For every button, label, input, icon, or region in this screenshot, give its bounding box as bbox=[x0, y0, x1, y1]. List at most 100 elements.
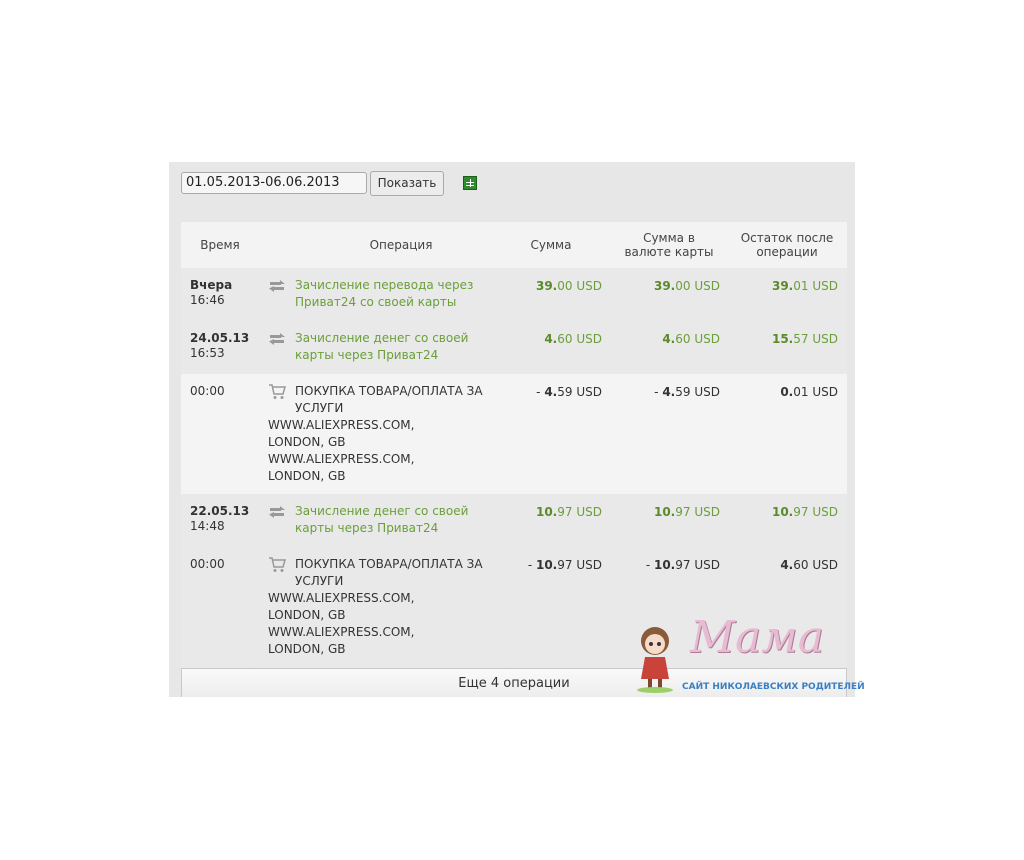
column-operation: Операция bbox=[369, 238, 433, 252]
time-cell: 00:00 bbox=[190, 557, 225, 572]
table-header: Время Операция Сумма Сумма в валюте карт… bbox=[181, 222, 847, 268]
table-row[interactable]: Вчера 16:46 Зачисление перевода через Прив… bbox=[181, 268, 847, 321]
balance-cell: 15.57 USD bbox=[772, 331, 838, 348]
amount-sign: - bbox=[645, 558, 654, 572]
operation-cell: Зачисление денег со своей карты через Пр… bbox=[268, 330, 488, 364]
amount-fraction: 97 bbox=[557, 558, 573, 572]
table-row[interactable]: 22.05.13 14:48 Зачисление денег со своей к… bbox=[181, 494, 847, 547]
table-row[interactable]: 00:00 ПОКУПКА ТОВАРА/ОПЛАТА ЗА УСЛУГИ WWW.… bbox=[181, 547, 847, 668]
amount-fraction: 60 bbox=[793, 558, 809, 572]
amount-integer: 4. bbox=[662, 332, 676, 346]
watermark-script: Мама bbox=[690, 612, 824, 663]
amount-integer: 4. bbox=[544, 332, 558, 346]
girl-illustration bbox=[637, 627, 673, 693]
time-label: 00:00 bbox=[190, 384, 225, 398]
card-amount-cell: - 10.97 USD bbox=[646, 557, 720, 574]
column-amount: Сумма bbox=[530, 238, 572, 252]
amount-fraction: 97 bbox=[793, 505, 809, 519]
amount-fraction: 57 bbox=[793, 332, 809, 346]
transfer-icon bbox=[268, 504, 286, 520]
amount-currency: USD bbox=[576, 332, 602, 346]
table-row[interactable]: 24.05.13 16:53 Зачисление денег со своей к… bbox=[181, 321, 847, 374]
operation-title[interactable]: Зачисление денег со своей карты через Пр… bbox=[295, 331, 469, 362]
operation-detail: WWW.ALIEXPRESS.COM, LONDON, GB bbox=[268, 452, 415, 483]
card-amount-cell: 4.60 USD bbox=[662, 331, 720, 348]
amount-integer: 0. bbox=[780, 385, 794, 399]
card-amount-cell: 10.97 USD bbox=[654, 504, 720, 521]
time-label: 00:00 bbox=[190, 557, 225, 571]
excel-icon[interactable] bbox=[463, 176, 477, 190]
operation-title[interactable]: Зачисление перевода через Приват24 со св… bbox=[295, 278, 474, 309]
amount-fraction: 59 bbox=[557, 385, 573, 399]
amount-currency: USD bbox=[812, 385, 838, 399]
transfer-icon bbox=[268, 278, 286, 294]
amount-cell: - 10.97 USD bbox=[528, 557, 602, 574]
balance-cell: 4.60 USD bbox=[780, 557, 838, 574]
amount-currency: USD bbox=[694, 332, 720, 346]
column-card-amount: Сумма в валюте карты bbox=[624, 231, 714, 259]
column-time: Время bbox=[200, 238, 240, 252]
amount-currency: USD bbox=[694, 385, 720, 399]
amount-fraction: 97 bbox=[675, 558, 691, 572]
amount-sign: - bbox=[654, 385, 663, 399]
amount-integer: 10. bbox=[653, 558, 676, 572]
amount-sign: - bbox=[527, 558, 536, 572]
amount-currency: USD bbox=[576, 279, 602, 293]
operation-detail: WWW.ALIEXPRESS.COM, LONDON, GB bbox=[268, 418, 415, 449]
date-label: 22.05.13 bbox=[190, 504, 250, 518]
more-operations-button[interactable]: Еще 4 операции bbox=[181, 668, 847, 697]
cart-icon bbox=[268, 557, 286, 573]
balance-cell: 10.97 USD bbox=[772, 504, 838, 521]
show-button[interactable]: Показать bbox=[370, 171, 444, 196]
operation-cell: ПОКУПКА ТОВАРА/ОПЛАТА ЗА УСЛУГИ WWW.ALIEX… bbox=[268, 383, 488, 485]
amount-fraction: 59 bbox=[675, 385, 691, 399]
amount-fraction: 01 bbox=[793, 385, 809, 399]
amount-cell: 10.97 USD bbox=[536, 504, 602, 521]
transactions-table: Время Операция Сумма Сумма в валюте карт… bbox=[181, 222, 847, 668]
amount-cell: 39.00 USD bbox=[536, 278, 602, 295]
date-label: 24.05.13 bbox=[190, 331, 250, 345]
operation-detail: WWW.ALIEXPRESS.COM, LONDON, GB bbox=[268, 591, 415, 622]
amount-currency: USD bbox=[694, 279, 720, 293]
amount-sign: - bbox=[536, 385, 545, 399]
amount-fraction: 01 bbox=[793, 279, 809, 293]
date-range-input[interactable] bbox=[181, 172, 367, 194]
amount-fraction: 97 bbox=[557, 505, 573, 519]
amount-currency: USD bbox=[694, 558, 720, 572]
operation-title: ПОКУПКА ТОВАРА/ОПЛАТА ЗА УСЛУГИ bbox=[295, 384, 483, 415]
balance-cell: 0.01 USD bbox=[780, 384, 838, 401]
operation-detail: WWW.ALIEXPRESS.COM, LONDON, GB bbox=[268, 625, 415, 656]
transfer-icon bbox=[268, 331, 286, 347]
operation-title: ПОКУПКА ТОВАРА/ОПЛАТА ЗА УСЛУГИ bbox=[295, 557, 483, 588]
amount-cell: 4.60 USD bbox=[544, 331, 602, 348]
time-label: 14:48 bbox=[190, 519, 225, 533]
column-balance: Остаток после операции bbox=[740, 231, 834, 259]
amount-currency: USD bbox=[812, 505, 838, 519]
amount-integer: 39. bbox=[535, 279, 558, 293]
time-cell: Вчера 16:46 bbox=[190, 278, 232, 308]
amount-currency: USD bbox=[576, 505, 602, 519]
operation-title[interactable]: Зачисление денег со своей карты через Пр… bbox=[295, 504, 469, 535]
amount-fraction: 97 bbox=[675, 505, 691, 519]
amount-fraction: 00 bbox=[557, 279, 573, 293]
amount-integer: 39. bbox=[771, 279, 794, 293]
amount-currency: USD bbox=[576, 385, 602, 399]
amount-integer: 10. bbox=[535, 505, 558, 519]
card-amount-cell: 39.00 USD bbox=[654, 278, 720, 295]
amount-integer: 10. bbox=[771, 505, 794, 519]
time-label: 16:53 bbox=[190, 346, 225, 360]
amount-integer: 10. bbox=[535, 558, 558, 572]
statement-panel: Показать Время Операция Сумма Сумма в ва… bbox=[169, 162, 855, 697]
amount-integer: 10. bbox=[653, 505, 676, 519]
amount-integer: 15. bbox=[771, 332, 794, 346]
balance-cell: 39.01 USD bbox=[772, 278, 838, 295]
table-body: Вчера 16:46 Зачисление перевода через Прив… bbox=[181, 268, 847, 668]
table-row[interactable]: 00:00 ПОКУПКА ТОВАРА/ОПЛАТА ЗА УСЛУГИ WWW.… bbox=[181, 374, 847, 494]
amount-cell: - 4.59 USD bbox=[536, 384, 602, 401]
time-cell: 22.05.13 14:48 bbox=[190, 504, 249, 534]
watermark-logo: Мама САЙТ НИКОЛАЕВСКИХ РОДИТЕЛЕЙ bbox=[630, 612, 865, 696]
amount-fraction: 60 bbox=[675, 332, 691, 346]
amount-integer: 4. bbox=[780, 558, 794, 572]
amount-integer: 39. bbox=[653, 279, 676, 293]
operation-cell: Зачисление перевода через Приват24 со св… bbox=[268, 277, 488, 311]
